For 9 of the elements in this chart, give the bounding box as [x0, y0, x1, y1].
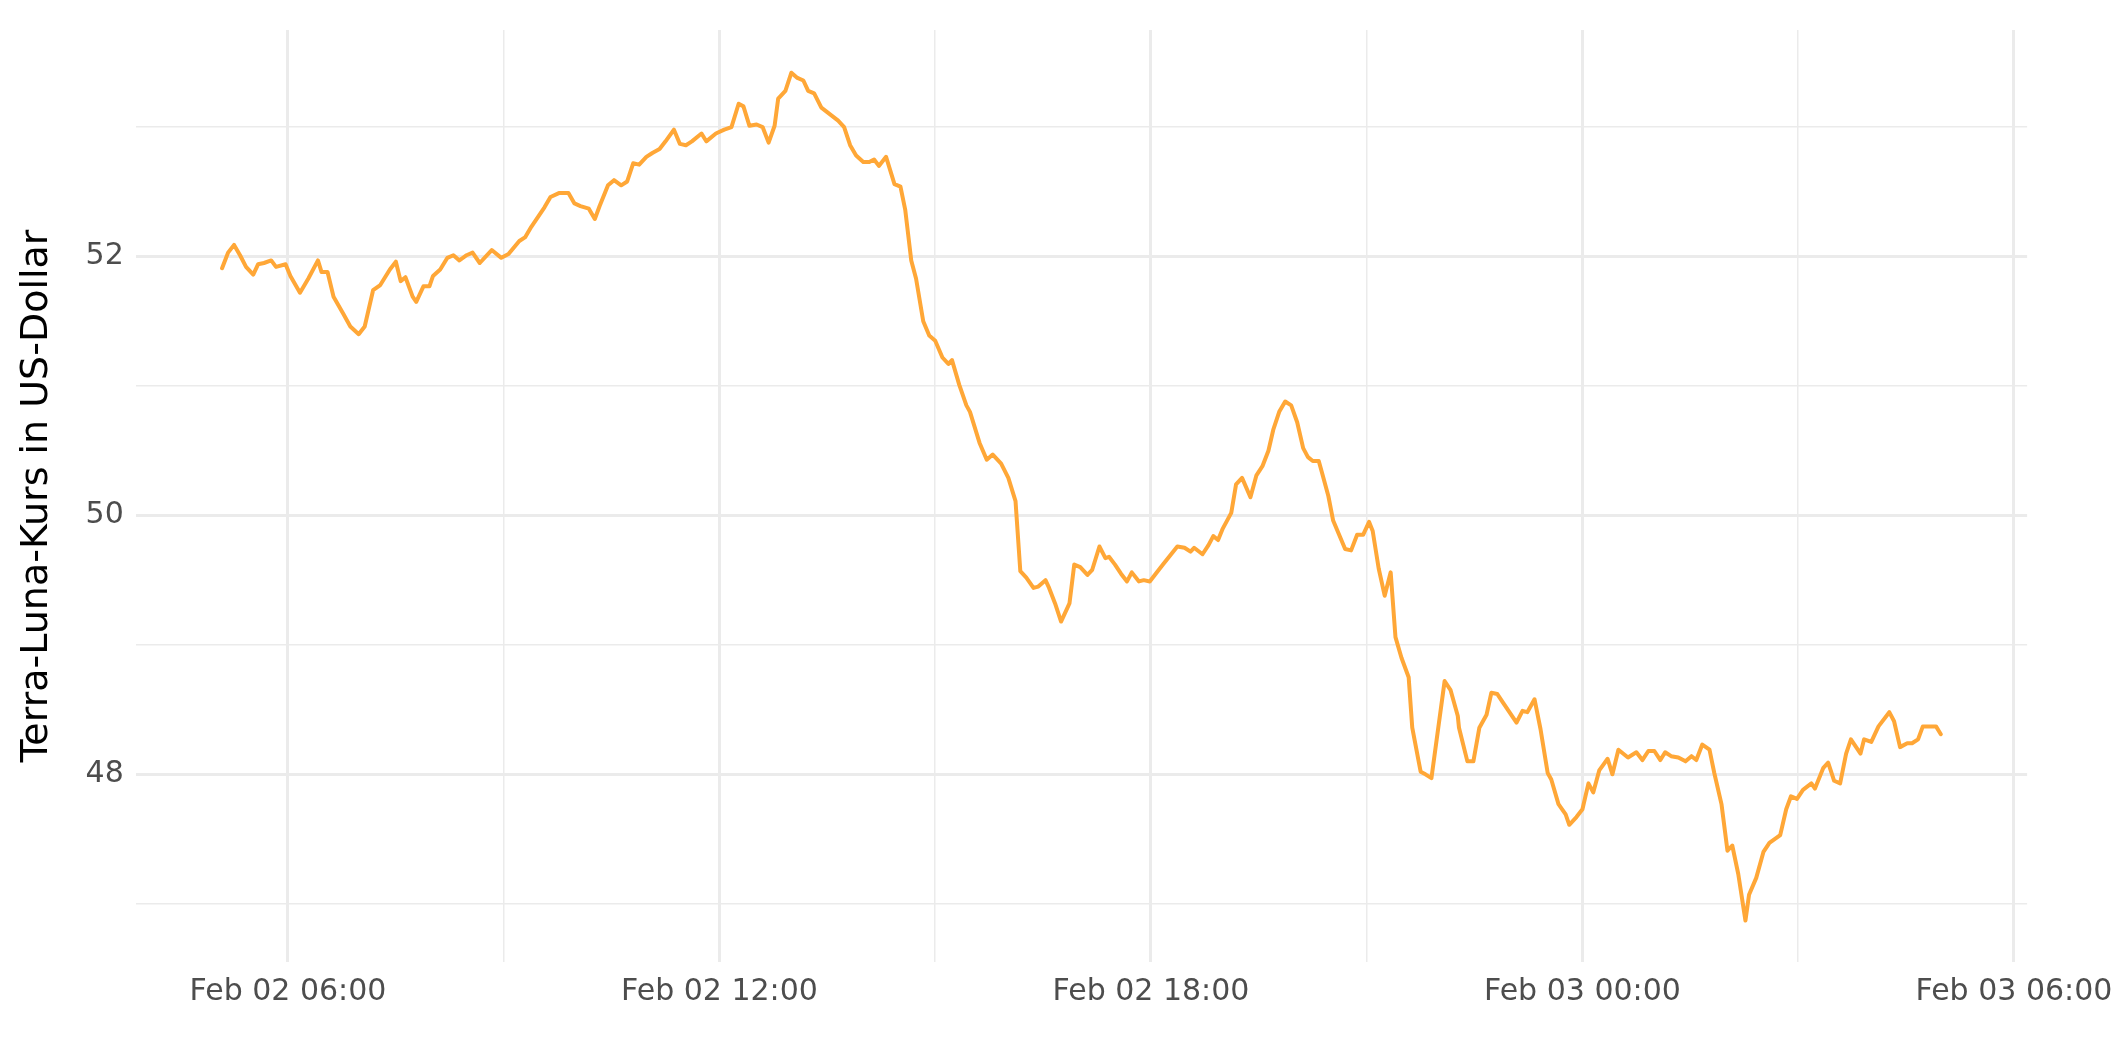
x-tick-label: Feb 03 00:00 — [1484, 971, 1681, 1007]
x-tick-label: Feb 02 12:00 — [621, 971, 818, 1007]
y-tick-label: 52 — [85, 236, 124, 272]
x-tick-label: Feb 03 06:00 — [1915, 971, 2113, 1007]
y-axis-title: Terra-Luna-Kurs in US-Dollar — [11, 229, 56, 764]
y-tick-label: 48 — [85, 754, 124, 790]
x-tick-label: Feb 02 06:00 — [189, 971, 387, 1007]
y-tick-label: 50 — [85, 495, 124, 531]
x-tick-label: Feb 02 18:00 — [1052, 971, 1250, 1007]
